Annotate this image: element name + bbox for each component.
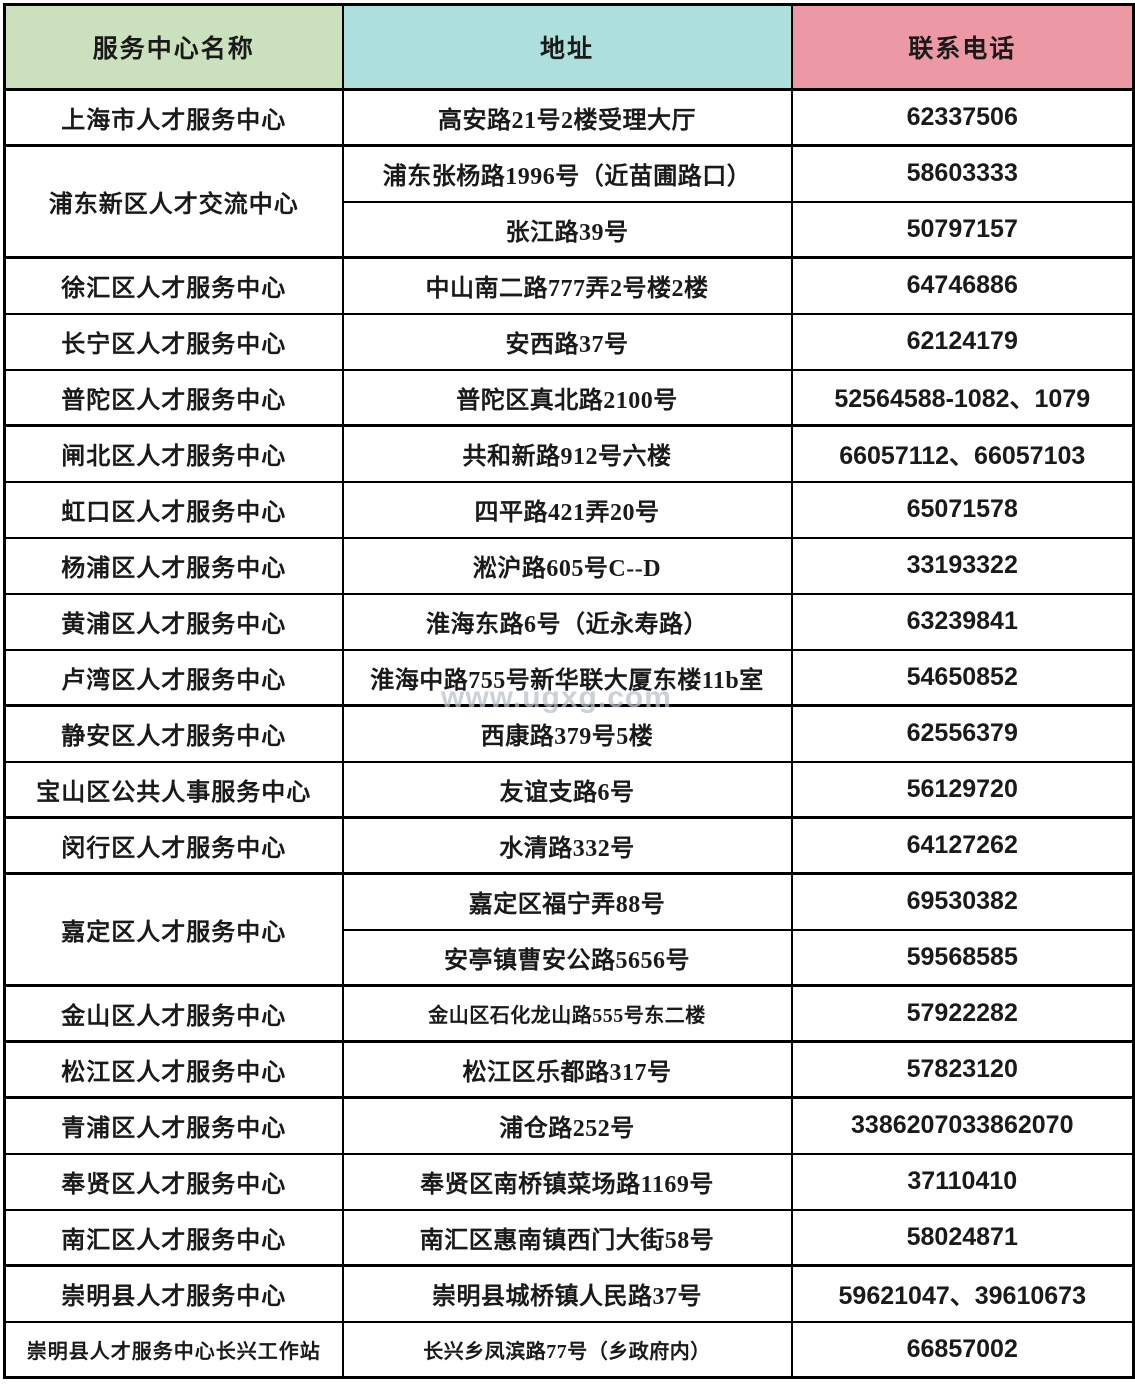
cell-address: 普陀区真北路2100号 xyxy=(341,368,793,427)
cell-phone: 62337506 xyxy=(790,88,1135,147)
cell-phone: 66057112、66057103 xyxy=(790,424,1135,483)
cell-phone: 64746886 xyxy=(790,256,1135,315)
cell-phone: 54650852 xyxy=(790,648,1135,707)
table-row: 崇明县人才服务中心长兴工作站 长兴乡凤滨路77号（乡政府内） 66857002 xyxy=(3,1320,1135,1379)
cell-center-name: 崇明县人才服务中心长兴工作站 xyxy=(3,1320,344,1379)
table-row: 张江路39号 50797157 xyxy=(5,200,1135,259)
cell-center-name: 徐汇区人才服务中心 xyxy=(3,256,344,315)
table-row: 长宁区人才服务中心 安西路37号 62124179 xyxy=(3,312,1135,371)
cell-phone: 58024871 xyxy=(790,1208,1135,1267)
table-row: 金山区人才服务中心 金山区石化龙山路555号东二楼 57922282 xyxy=(3,984,1135,1043)
table-row: 浦东新区人才交流中心 浦东张杨路1996号（近苗圃路口） 58603333 xyxy=(3,144,1135,259)
cell-address: 松江区乐都路317号 xyxy=(341,1040,793,1099)
cell-center-name: 杨浦区人才服务中心 xyxy=(3,536,344,595)
table-row: 卢湾区人才服务中心 淮海中路755号新华联大厦东楼11b室 54650852 xyxy=(3,648,1135,707)
table-header-row: 服务中心名称 地址 联系电话 xyxy=(3,3,1135,91)
table-row: 安亭镇曹安公路5656号 59568585 xyxy=(5,928,1135,987)
cell-phone: 59621047、39610673 xyxy=(790,1264,1135,1323)
cell-center-name: 闸北区人才服务中心 xyxy=(3,424,344,483)
cell-address: 淮海中路755号新华联大厦东楼11b室 xyxy=(341,648,793,707)
cell-phone: 57823120 xyxy=(790,1040,1135,1099)
cell-address: 南汇区惠南镇西门大街58号 xyxy=(341,1208,793,1267)
cell-phone: 63239841 xyxy=(790,592,1135,651)
cell-address: 淮海东路6号（近永寿路） xyxy=(341,592,793,651)
column-header-address: 地址 xyxy=(341,3,793,91)
cell-address: 共和新路912号六楼 xyxy=(341,424,793,483)
cell-center-name: 南汇区人才服务中心 xyxy=(3,1208,344,1267)
cell-center-name: 青浦区人才服务中心 xyxy=(3,1096,344,1155)
cell-phone: 62124179 xyxy=(790,312,1135,371)
cell-phone: 65071578 xyxy=(790,480,1135,539)
cell-center-name: 嘉定区人才服务中心 xyxy=(3,872,344,987)
table-row: 松江区人才服务中心 松江区乐都路317号 57823120 xyxy=(3,1040,1135,1099)
table-row: 黄浦区人才服务中心 淮海东路6号（近永寿路） 63239841 xyxy=(3,592,1135,651)
cell-center-name: 崇明县人才服务中心 xyxy=(3,1264,344,1323)
cell-phone: 50797157 xyxy=(790,200,1135,259)
cell-address: 淞沪路605号C--D xyxy=(341,536,793,595)
cell-center-name: 静安区人才服务中心 xyxy=(3,704,344,763)
table-row: 静安区人才服务中心 西康路379号5楼 62556379 xyxy=(3,704,1135,763)
cell-phone: 57922282 xyxy=(790,984,1135,1043)
cell-address: 长兴乡凤滨路77号（乡政府内） xyxy=(341,1320,793,1379)
cell-phone: 37110410 xyxy=(790,1152,1135,1211)
cell-address: 崇明县城桥镇人民路37号 xyxy=(341,1264,793,1323)
cell-address: 安西路37号 xyxy=(341,312,793,371)
cell-center-name: 长宁区人才服务中心 xyxy=(3,312,344,371)
table-row: 上海市人才服务中心 高安路21号2楼受理大厅 62337506 xyxy=(3,88,1135,147)
cell-address: 西康路379号5楼 xyxy=(341,704,793,763)
cell-phone: 56129720 xyxy=(790,760,1135,819)
table-row: 宝山区公共人事服务中心 友谊支路6号 56129720 xyxy=(3,760,1135,819)
cell-phone: 3386207033862070 xyxy=(790,1096,1135,1155)
table-row: 闵行区人才服务中心 水清路332号 64127262 xyxy=(3,816,1135,875)
cell-center-name: 奉贤区人才服务中心 xyxy=(3,1152,344,1211)
cell-phone: 33193322 xyxy=(790,536,1135,595)
table-row: 奉贤区人才服务中心 奉贤区南桥镇菜场路1169号 37110410 xyxy=(3,1152,1135,1211)
table-row: 徐汇区人才服务中心 中山南二路777弄2号楼2楼 64746886 xyxy=(3,256,1135,315)
cell-address: 安亭镇曹安公路5656号 xyxy=(341,928,793,987)
table-body: 上海市人才服务中心 高安路21号2楼受理大厅 62337506 浦东新区人才交流中心浦… xyxy=(3,88,1135,1379)
table-header: 服务中心名称 地址 联系电话 xyxy=(3,3,1135,91)
table-row: 崇明县人才服务中心 崇明县城桥镇人民路37号 59621047、39610673 xyxy=(3,1264,1135,1323)
cell-phone: 69530382 xyxy=(790,872,1135,931)
column-header-name: 服务中心名称 xyxy=(3,3,344,91)
cell-phone: 59568585 xyxy=(790,928,1135,987)
cell-center-name: 松江区人才服务中心 xyxy=(3,1040,344,1099)
table-row: 青浦区人才服务中心 浦仓路252号 3386207033862070 xyxy=(3,1096,1135,1155)
cell-phone: 58603333 xyxy=(790,144,1135,203)
table-row: 普陀区人才服务中心 普陀区真北路2100号 52564588-1082、1079 xyxy=(3,368,1135,427)
table-row: 闸北区人才服务中心 共和新路912号六楼 66057112、66057103 xyxy=(3,424,1135,483)
cell-center-name: 普陀区人才服务中心 xyxy=(3,368,344,427)
cell-center-name: 黄浦区人才服务中心 xyxy=(3,592,344,651)
cell-address: 浦仓路252号 xyxy=(341,1096,793,1155)
cell-address: 高安路21号2楼受理大厅 xyxy=(341,88,793,147)
cell-address: 四平路421弄20号 xyxy=(341,480,793,539)
cell-phone: 64127262 xyxy=(790,816,1135,875)
service-center-table: 服务中心名称 地址 联系电话 上海市人才服务中心 高安路21号2楼受理大厅 6233… xyxy=(3,3,1135,1379)
cell-center-name: 闵行区人才服务中心 xyxy=(3,816,344,875)
cell-center-name: 金山区人才服务中心 xyxy=(3,984,344,1043)
table-row: 杨浦区人才服务中心 淞沪路605号C--D 33193322 xyxy=(3,536,1135,595)
cell-phone: 52564588-1082、1079 xyxy=(790,368,1135,427)
cell-address: 张江路39号 xyxy=(341,200,793,259)
table-row: 嘉定区人才服务中心 嘉定区福宁弄88号 69530382 xyxy=(3,872,1135,987)
cell-address: 中山南二路777弄2号楼2楼 xyxy=(341,256,793,315)
cell-center-name: 虹口区人才服务中心 xyxy=(3,480,344,539)
cell-center-name: 上海市人才服务中心 xyxy=(3,88,344,147)
cell-address: 嘉定区福宁弄88号 xyxy=(341,872,793,931)
cell-phone: 66857002 xyxy=(790,1320,1135,1379)
table-row: 虹口区人才服务中心 四平路421弄20号 65071578 xyxy=(3,480,1135,539)
table-row: 南汇区人才服务中心 南汇区惠南镇西门大街58号 58024871 xyxy=(3,1208,1135,1267)
cell-address: 友谊支路6号 xyxy=(341,760,793,819)
cell-center-name: 宝山区公共人事服务中心 xyxy=(3,760,344,819)
column-header-phone: 联系电话 xyxy=(790,3,1135,91)
cell-address: 金山区石化龙山路555号东二楼 xyxy=(341,984,793,1043)
cell-phone: 62556379 xyxy=(790,704,1135,763)
cell-address: 水清路332号 xyxy=(341,816,793,875)
cell-center-name: 卢湾区人才服务中心 xyxy=(3,648,344,707)
cell-address: 奉贤区南桥镇菜场路1169号 xyxy=(341,1152,793,1211)
cell-address: 浦东张杨路1996号（近苗圃路口） xyxy=(341,144,793,203)
cell-center-name: 浦东新区人才交流中心 xyxy=(3,144,344,259)
